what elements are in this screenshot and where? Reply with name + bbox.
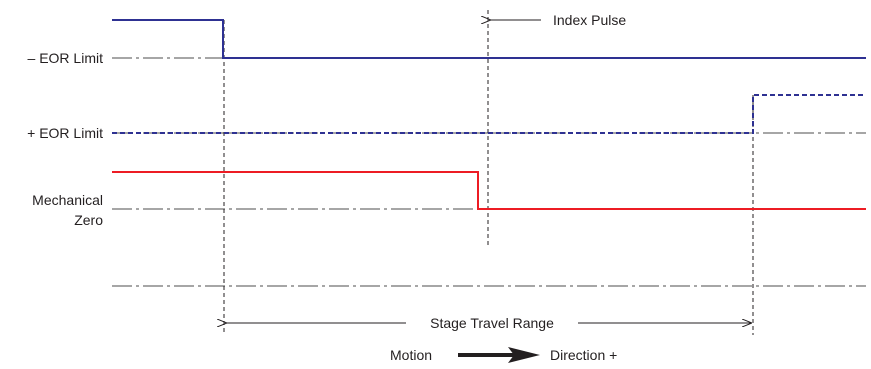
- mech-zero-label-line2: Zero: [74, 212, 103, 228]
- neg-eor-label: – EOR Limit: [28, 50, 104, 66]
- motion-direction-arrow: [458, 347, 540, 363]
- index-pulse-label: Index Pulse: [553, 12, 626, 28]
- mech-zero-label-line1: Mechanical: [32, 192, 103, 208]
- motion-label: Motion: [390, 347, 432, 363]
- pos-eor-label: + EOR Limit: [27, 125, 103, 141]
- travel-range-label: Stage Travel Range: [430, 315, 554, 331]
- direction-label: Direction +: [550, 347, 617, 363]
- neg-eor-signal: [112, 19, 866, 59]
- pos-eor-signal: [112, 94, 866, 134]
- mech-zero-signal: [112, 171, 866, 210]
